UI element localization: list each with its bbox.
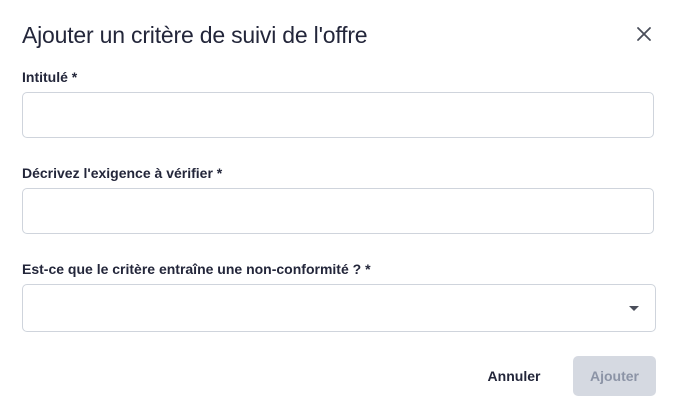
chevron-down-icon: [629, 306, 639, 311]
title-label: Intitulé *: [22, 69, 78, 85]
add-button[interactable]: Ajouter: [573, 356, 656, 396]
title-input[interactable]: [22, 92, 654, 138]
requirement-input[interactable]: [22, 188, 654, 234]
close-icon[interactable]: [634, 24, 654, 44]
dialog-title: Ajouter un critère de suivi de l'offre: [22, 22, 368, 48]
nonconformity-label: Est-ce que le critère entraîne une non-c…: [22, 261, 371, 277]
nonconformity-select[interactable]: [22, 284, 656, 332]
cancel-button[interactable]: Annuler: [478, 358, 550, 394]
requirement-label: Décrivez l'exigence à vérifier *: [22, 165, 223, 181]
